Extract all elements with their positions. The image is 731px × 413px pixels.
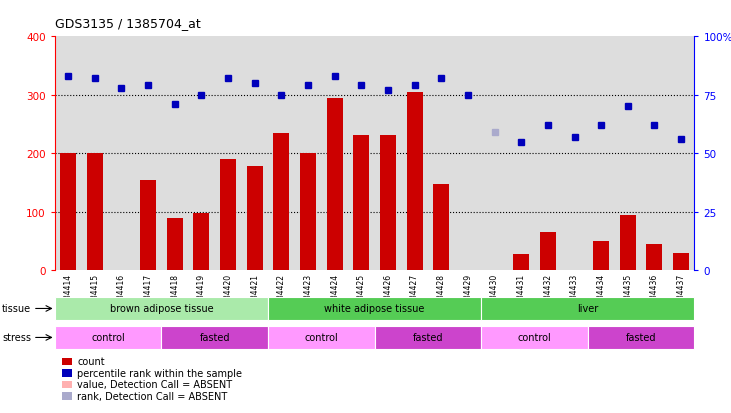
Bar [246, 167, 262, 271]
Bar [540, 233, 556, 271]
Bar [620, 215, 636, 271]
Text: fasted: fasted [626, 332, 656, 343]
Text: percentile rank within the sample: percentile rank within the sample [77, 368, 243, 378]
Bar [673, 253, 689, 271]
Text: liver: liver [577, 304, 599, 314]
Bar [167, 218, 183, 271]
Text: control: control [91, 332, 125, 343]
Text: stress: stress [2, 332, 31, 343]
Text: GDS3135 / 1385704_at: GDS3135 / 1385704_at [55, 17, 200, 29]
Bar [60, 154, 76, 271]
Text: brown adipose tissue: brown adipose tissue [110, 304, 213, 314]
Bar [646, 244, 662, 271]
Bar [327, 98, 343, 271]
Text: count: count [77, 356, 105, 366]
Bar [406, 93, 423, 271]
Bar [220, 160, 236, 271]
Bar [194, 214, 209, 271]
Bar [273, 133, 289, 271]
Text: control: control [518, 332, 551, 343]
Text: tissue: tissue [2, 304, 31, 314]
Bar [593, 241, 609, 271]
Bar [513, 254, 529, 271]
Text: rank, Detection Call = ABSENT: rank, Detection Call = ABSENT [77, 391, 228, 401]
Text: fasted: fasted [200, 332, 230, 343]
Bar [300, 154, 316, 271]
Bar [140, 180, 156, 271]
Bar [87, 154, 103, 271]
Bar [380, 135, 396, 271]
Bar [353, 135, 369, 271]
Text: fasted: fasted [413, 332, 443, 343]
Text: white adipose tissue: white adipose tissue [325, 304, 425, 314]
Text: value, Detection Call = ABSENT: value, Detection Call = ABSENT [77, 380, 232, 389]
Bar [433, 184, 450, 271]
Text: control: control [304, 332, 338, 343]
